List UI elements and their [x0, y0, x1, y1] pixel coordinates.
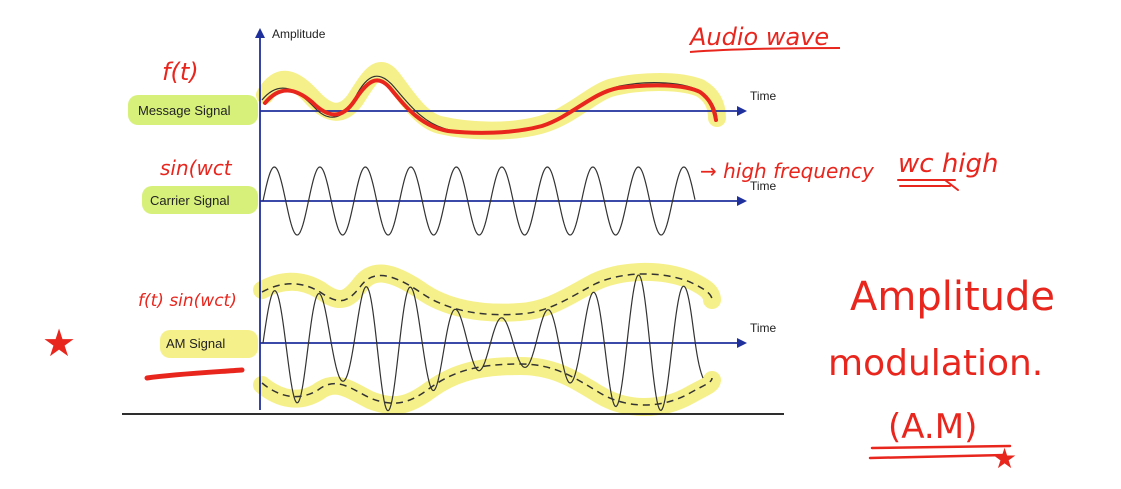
wc-underline [897, 179, 959, 191]
audio-wave-note: Audio wave [688, 23, 829, 51]
message-note: f(t) [162, 58, 199, 86]
message-signal-label: Message Signal [138, 103, 231, 118]
am-time-arrow [737, 338, 747, 348]
message-wave-highlight [256, 62, 726, 140]
am-upper-envelope-highlight [253, 262, 721, 322]
am-time-label: Time [750, 321, 777, 335]
am-label-underline [144, 367, 245, 381]
message-time-label: Time [750, 89, 777, 103]
am-upper-envelope [261, 273, 713, 316]
am-note: f(t) sin(wct) [138, 291, 237, 311]
am-lower-envelope-highlight [253, 357, 721, 416]
abbreviation: (A.M) [888, 407, 977, 447]
message-label-highlight [128, 95, 258, 125]
carrier-time-label: Time [750, 179, 777, 193]
carrier-wave [262, 166, 696, 236]
message-wave-ink [263, 78, 718, 135]
star-bottom: ★ [992, 442, 1017, 475]
carrier-note: sin(wct [160, 156, 233, 180]
am-signal-label: AM Signal [166, 336, 225, 351]
am-wave [262, 274, 704, 412]
title-line-1: Amplitude [850, 274, 1055, 320]
wc-high-note: wc high [898, 149, 999, 179]
star-left: ★ [42, 321, 76, 365]
carrier-signal-label: Carrier Signal [150, 193, 230, 208]
amplitude-axis-label: Amplitude [272, 27, 326, 41]
am-lower-envelope [261, 363, 713, 406]
abbreviation-underline [868, 444, 1012, 460]
amplitude-axis-arrow [255, 28, 265, 38]
carrier-time-arrow [737, 196, 747, 206]
carrier-label-highlight [142, 186, 258, 214]
am-label-highlight [160, 330, 258, 358]
high-frequency-note: → high frequency [700, 159, 875, 183]
audio-wave-underline [689, 47, 841, 53]
title-line-2: modulation. [828, 343, 1043, 384]
message-time-arrow [737, 106, 747, 116]
